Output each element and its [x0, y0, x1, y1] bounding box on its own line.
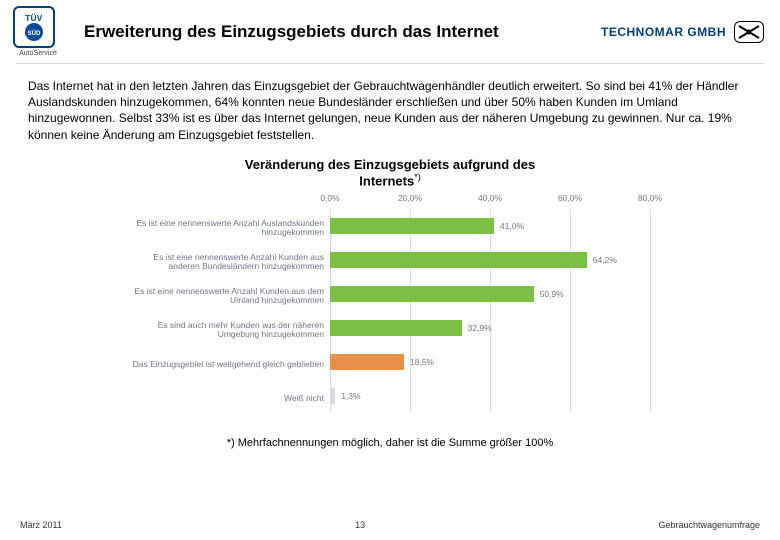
chart-bar-value: 50,9% — [540, 289, 564, 299]
tuv-logo-circle-icon: SÜD — [17, 10, 51, 44]
chart-bar — [330, 286, 534, 302]
footer-page-number: 13 — [355, 520, 365, 530]
chart-bar-row: 64,2% — [330, 243, 650, 277]
chart-area: Es ist eine nennenswerte Anzahl Auslands… — [130, 193, 650, 423]
chart-footnote: *) Mehrfachnennungen möglich, daher ist … — [0, 437, 780, 449]
chart-bar — [330, 252, 587, 268]
chart-plot: 0,0%20,0%40,0%60,0%80,0% 41,0%64,2%50,9%… — [330, 193, 650, 423]
brand-logo-icon — [734, 21, 764, 43]
chart-row-label: Weiß nicht — [130, 381, 330, 415]
chart-tick: 40,0% — [478, 193, 502, 203]
chart-tick: 0,0% — [320, 193, 339, 203]
chart-title-sup: *) — [414, 172, 421, 182]
chart-bar — [330, 388, 335, 404]
chart-bar-value: 1,3% — [341, 391, 360, 401]
chart-row-label: Das Einzugsgebiet ist weitgehend gleich … — [130, 347, 330, 381]
chart-bar-value: 32,9% — [468, 323, 492, 333]
chart-bar — [330, 354, 404, 370]
chart-tick: 80,0% — [638, 193, 662, 203]
chart-title-line2: Internets — [359, 174, 414, 189]
chart-title-line1: Veränderung des Einzugsgebiets aufgrund … — [245, 157, 535, 172]
chart-row-label: Es sind auch mehr Kunden aus der näheren… — [130, 313, 330, 347]
page-title: Erweiterung des Einzugsgebiets durch das… — [66, 22, 601, 42]
chart-bar-row: 41,0% — [330, 209, 650, 243]
logo-column: TÜV SÜD AutoService — [10, 6, 66, 57]
footer-source: Gebrauchtwagenumfrage — [658, 520, 760, 530]
chart-bar — [330, 218, 494, 234]
chart-tick: 20,0% — [398, 193, 422, 203]
chart-row-label: Es ist eine nennenswerte Anzahl Auslands… — [130, 211, 330, 245]
footer-date: März 2011 — [20, 520, 62, 530]
chart-bar-row: 18,5% — [330, 345, 650, 379]
chart-bar-value: 18,5% — [410, 357, 434, 367]
chart-row-labels: Es ist eine nennenswerte Anzahl Auslands… — [130, 193, 330, 423]
tuv-logo: TÜV SÜD — [13, 6, 55, 48]
footer: März 2011 13 Gebrauchtwagenumfrage — [0, 520, 780, 530]
chart-bar — [330, 320, 462, 336]
chart-bar-row: 1,3% — [330, 379, 650, 413]
chart-bar-value: 64,2% — [593, 255, 617, 265]
chart-gridline — [650, 209, 651, 413]
svg-text:SÜD: SÜD — [28, 30, 41, 37]
chart-bar-row: 32,9% — [330, 311, 650, 345]
chart-title: Veränderung des Einzugsgebiets aufgrund … — [130, 157, 650, 190]
chart-bar-row: 50,9% — [330, 277, 650, 311]
chart-container: Veränderung des Einzugsgebiets aufgrund … — [130, 157, 650, 424]
chart-row-label: Es ist eine nennenswerte Anzahl Kunden a… — [130, 279, 330, 313]
header-divider — [16, 63, 764, 64]
chart-bar-value: 41,0% — [500, 221, 524, 231]
chart-bars: 41,0% 64,2% 50,9% 32,9% 18,5% 1,3% — [330, 209, 650, 413]
brand-name: TECHNOMAR GMBH — [601, 25, 726, 39]
chart-row-label: Es ist eine nennenswerte Anzahl Kunden a… — [130, 245, 330, 279]
header: TÜV SÜD AutoService Erweiterung des Einz… — [0, 0, 780, 61]
chart-tick: 60,0% — [558, 193, 582, 203]
tuv-sublabel: AutoService — [19, 50, 57, 57]
body-paragraph: Das Internet hat in den letzten Jahren d… — [0, 74, 780, 151]
